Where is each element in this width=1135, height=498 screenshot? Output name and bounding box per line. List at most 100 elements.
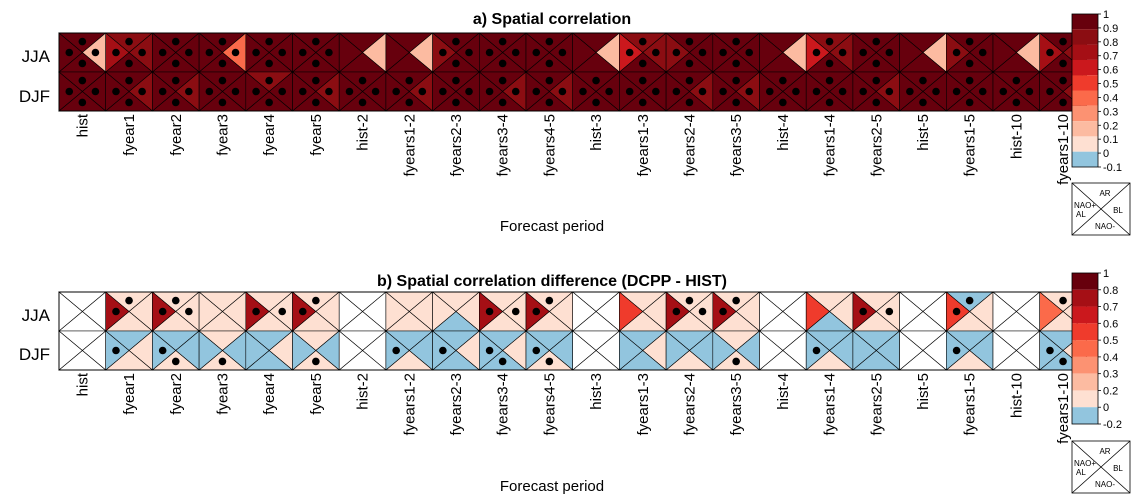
triangle-nao-plus-jja-12 [619, 291, 644, 332]
x-tick-label: hist-4 [775, 373, 792, 410]
significance-dot [138, 48, 146, 57]
key-label-top: AR [1099, 189, 1110, 198]
significance-dot [218, 37, 227, 46]
significance-dot [532, 307, 541, 316]
significance-dot [112, 346, 120, 355]
triangle-nao-plus-djf-4 [245, 330, 270, 371]
significance-dot [638, 59, 647, 68]
significance-dot [498, 59, 507, 68]
panel-a-title: a) Spatial correlation [473, 11, 631, 28]
colorbar-tick-label: 0.7 [1103, 51, 1118, 63]
significance-dot [558, 87, 567, 96]
x-tick-label: fyear5 [308, 114, 325, 156]
significance-dot [698, 307, 707, 316]
triangle-nao-plus-jja-6 [338, 32, 364, 73]
x-tick-labels-b: hist fyear1 fyear2 fyear3 fyear4 fyear5 hist-2… [74, 372, 1072, 444]
significance-dot [952, 307, 961, 316]
significance-dot [745, 87, 754, 96]
significance-dot [872, 59, 881, 68]
significance-dot [158, 307, 167, 316]
significance-dot [779, 98, 787, 107]
significance-dot [392, 87, 400, 96]
significance-dot [511, 307, 520, 316]
x-tick-label: fyears1-5 [962, 114, 979, 177]
significance-dot [965, 59, 974, 68]
significance-dot [1046, 87, 1054, 96]
significance-dot [685, 98, 694, 107]
significance-dot [465, 48, 473, 57]
significance-dot [732, 98, 740, 107]
significance-dot [638, 37, 647, 46]
significance-dot [732, 76, 740, 85]
colorbar-tick-label: 1 [1103, 9, 1109, 21]
x-tick-label: hist-3 [588, 114, 605, 151]
colorbar-swatch [1072, 407, 1098, 424]
x-tick-label: fyears1-3 [635, 114, 652, 177]
significance-dot [185, 87, 193, 96]
significance-dot [638, 98, 647, 107]
significance-dot [218, 357, 227, 366]
x-tick-label: hist-10 [1008, 114, 1025, 159]
colorbar-tick-label: -0.2 [1103, 419, 1122, 431]
significance-dot [1046, 48, 1054, 57]
significance-dot [859, 307, 867, 316]
x-tick-label: fyears2-4 [681, 373, 698, 436]
x-tick-label: fyears2-3 [448, 373, 465, 436]
colorbar-swatch [1072, 105, 1098, 122]
colorbar-swatch [1072, 273, 1098, 290]
colorbar-tick-label: 0 [1103, 148, 1109, 160]
significance-dot [298, 87, 307, 96]
significance-dot [825, 59, 834, 68]
significance-dot [358, 76, 367, 85]
triangle-nao-plus-djf-14 [712, 330, 737, 371]
significance-dot [1059, 37, 1067, 46]
significance-dot [158, 87, 167, 96]
x-tick-label: fyears1-4 [822, 114, 839, 177]
significance-dot [171, 357, 180, 366]
significance-dot [698, 87, 707, 96]
colorbar-tick-label: 0.5 [1103, 79, 1118, 91]
x-tick-label: hist-3 [588, 373, 605, 410]
significance-dot [265, 59, 273, 68]
significance-dot [579, 87, 587, 96]
key-diagonal [1071, 440, 1131, 494]
significance-dot [65, 48, 74, 57]
significance-dot [112, 48, 120, 57]
significance-dot [252, 87, 260, 96]
triangle-nao-plus-jja-15 [759, 32, 784, 73]
colorbar-swatch [1072, 323, 1098, 341]
colorbar-tick-label: 0.8 [1103, 285, 1118, 297]
significance-dot [825, 98, 834, 107]
significance-dot [78, 37, 87, 46]
significance-dot [906, 87, 914, 96]
significance-dot [452, 37, 460, 46]
x-tick-label: fyears1-10 [1055, 373, 1072, 444]
significance-dot [825, 37, 834, 46]
significance-dot [312, 357, 320, 366]
significance-dot [812, 87, 821, 96]
significance-dot [265, 37, 273, 46]
key-label-bottom: NAO- [1095, 480, 1115, 489]
significance-dot [1059, 98, 1067, 107]
x-tick-label: fyears2-5 [868, 373, 885, 436]
significance-dot [638, 76, 647, 85]
x-tick-label: fyear4 [261, 114, 278, 156]
triangle-nao-plus-jja-20 [992, 32, 1017, 73]
colorbar-tick-label: 0.8 [1103, 37, 1118, 49]
significance-dot [545, 59, 554, 68]
significance-dot [185, 48, 193, 57]
key-label-left-top: NAO+ [1074, 201, 1096, 210]
significance-dot [999, 87, 1008, 96]
significance-dot [1012, 76, 1021, 85]
x-tick-label: fyears1-10 [1055, 114, 1072, 185]
significance-dot [952, 87, 961, 96]
colorbar-swatch [1072, 306, 1098, 324]
significance-dot [698, 48, 707, 57]
x-tick-label: hist [74, 113, 91, 137]
significance-dot [685, 296, 694, 305]
colorbar-swatch [1072, 373, 1098, 391]
colorbar-tick-label: 0.1 [1103, 134, 1118, 146]
x-tick-label: hist-2 [355, 114, 372, 151]
triangle-nao-plus-djf-11 [572, 330, 597, 371]
